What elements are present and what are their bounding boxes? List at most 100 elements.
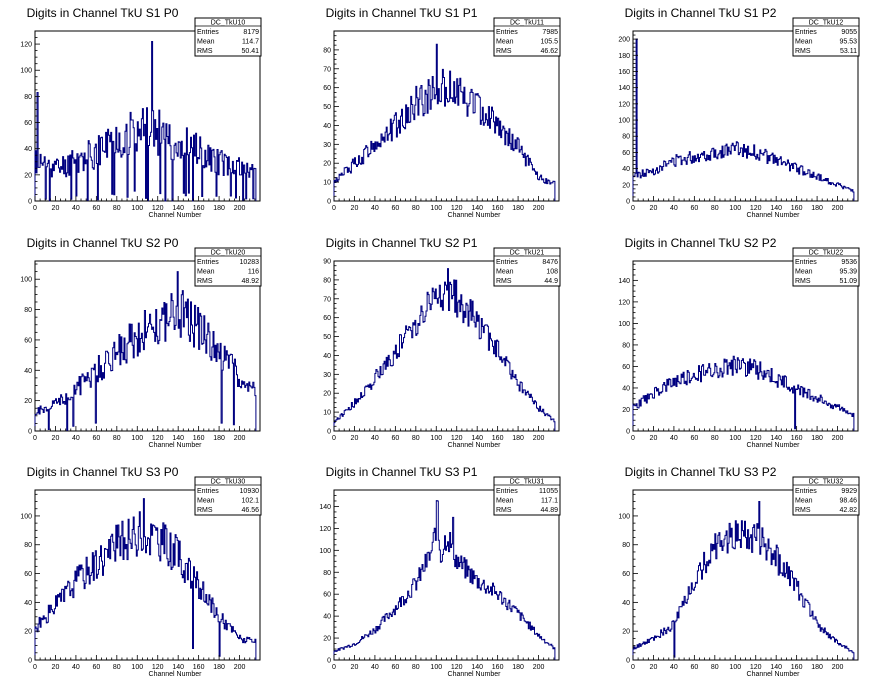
x-tick-label: 180 [512, 664, 524, 671]
x-tick-label: 180 [213, 435, 225, 442]
stats-box: DC_TkU11 Entries 7985 Mean 105.5 RMS 46.62 [493, 17, 561, 57]
stats-value: 50.41 [241, 48, 259, 55]
x-tick-label: 160 [791, 205, 803, 212]
x-tick-label: 180 [213, 205, 225, 212]
histogram-panel: Digits in Channel TkU S3 P0 0 20 40 60 80 100 1… [20, 465, 262, 678]
x-tick-label: 0 [33, 664, 37, 671]
stats-box: DC_TkU32 Entries 9929 Mean 98.46 RMS 42.82 [792, 476, 860, 516]
stats-label: Entries [795, 488, 817, 495]
histogram-line [632, 501, 855, 660]
y-tick-label: 80 [323, 570, 331, 577]
stats-value: 51.09 [839, 278, 857, 285]
x-tick-label: 100 [430, 435, 442, 442]
x-tick-label: 80 [711, 205, 719, 212]
y-tick-label: 0 [626, 429, 630, 436]
stats-value: 53.11 [840, 48, 857, 55]
y-tick-label: 80 [323, 47, 331, 54]
stats-value: 105.5 [540, 39, 558, 46]
x-tick-label: 160 [492, 205, 504, 212]
stats-label: RMS [496, 507, 512, 514]
x-tick-label: 160 [193, 205, 205, 212]
x-tick-label: 20 [52, 664, 60, 671]
x-tick-label: 80 [412, 435, 420, 442]
x-tick-label: 60 [92, 664, 100, 671]
histogram-title: Digits in Channel TkU S3 P2 [625, 465, 777, 479]
stats-value: 9536 [841, 259, 857, 266]
y-tick-label: 50 [323, 104, 331, 111]
stats-value: 108 [546, 269, 558, 276]
histogram-panel: Digits in Channel TkU S1 P0 0 20 40 60 80 100 1… [20, 6, 262, 219]
stats-name: DC_TkU22 [809, 250, 844, 257]
stats-box: DC_TkU10 Entries 8179 Mean 114.7 RMS 50.41 [194, 17, 262, 57]
stats-label: Mean [795, 39, 813, 46]
stats-value: 114.7 [242, 39, 259, 46]
y-tick-label: 120 [618, 101, 630, 108]
x-tick-label: 180 [512, 435, 524, 442]
histogram-title: Digits in Channel TkU S1 P0 [27, 6, 179, 20]
x-tick-label: 140 [471, 664, 483, 671]
x-tick-label: 120 [750, 205, 762, 212]
x-axis-label: Channel Number [747, 671, 801, 678]
stats-label: Mean [496, 269, 514, 276]
stats-label: Mean [496, 39, 514, 46]
y-tick-label: 0 [28, 658, 32, 665]
y-tick-label: 0 [626, 199, 630, 206]
stats-box: DC_TkU30 Entries 10930 Mean 102.1 RMS 46.56 [194, 476, 262, 516]
x-tick-label: 120 [750, 664, 762, 671]
y-tick-label: 20 [24, 398, 32, 405]
x-tick-label: 80 [711, 435, 719, 442]
y-tick-label: 20 [24, 629, 32, 636]
stats-label: Mean [795, 269, 813, 276]
y-tick-label: 30 [323, 142, 331, 149]
stats-value: 8476 [542, 259, 558, 266]
x-tick-label: 120 [451, 664, 463, 671]
stats-box: DC_TkU31 Entries 11055 Mean 117.1 RMS 44.89 [493, 476, 561, 516]
y-tick-label: 100 [20, 68, 32, 75]
histogram-panel: Digits in Channel TkU S2 P2 0 20 40 60 80 100 1… [618, 236, 860, 449]
histogram-line [333, 268, 556, 431]
y-tick-label: 200 [618, 37, 630, 44]
y-tick-label: 40 [622, 385, 630, 392]
stats-label: Mean [197, 39, 215, 46]
x-tick-label: 120 [750, 435, 762, 442]
y-tick-label: 30 [323, 372, 331, 379]
y-tick-label: 100 [20, 513, 32, 520]
x-tick-label: 40 [670, 435, 678, 442]
stats-value: 8179 [243, 29, 259, 36]
stats-label: RMS [496, 48, 512, 55]
x-tick-label: 0 [631, 664, 635, 671]
x-tick-label: 40 [72, 205, 80, 212]
stats-value: 95.53 [839, 39, 857, 46]
x-tick-label: 60 [391, 205, 399, 212]
y-tick-label: 20 [622, 629, 630, 636]
x-tick-label: 180 [811, 435, 823, 442]
stats-value: 9055 [841, 29, 857, 36]
x-tick-label: 0 [33, 435, 37, 442]
x-axis-label: Channel Number [747, 442, 801, 449]
x-tick-label: 80 [113, 435, 121, 442]
y-tick-label: 40 [622, 166, 630, 173]
stats-value: 11055 [539, 488, 558, 495]
y-tick-label: 20 [622, 407, 630, 414]
x-tick-label: 0 [631, 435, 635, 442]
y-tick-label: 60 [24, 120, 32, 127]
x-tick-label: 160 [193, 435, 205, 442]
y-tick-label: 100 [618, 513, 630, 520]
x-tick-label: 180 [811, 664, 823, 671]
y-tick-label: 40 [323, 614, 331, 621]
stats-value: 48.92 [241, 278, 259, 285]
x-tick-label: 200 [832, 205, 844, 212]
x-tick-label: 200 [832, 664, 844, 671]
x-tick-label: 0 [332, 205, 336, 212]
y-tick-label: 20 [24, 172, 32, 179]
stats-name: DC_TkU12 [809, 20, 844, 27]
x-tick-label: 20 [52, 435, 60, 442]
y-tick-label: 140 [618, 85, 630, 92]
x-tick-label: 20 [52, 205, 60, 212]
x-tick-label: 20 [351, 435, 359, 442]
x-tick-label: 100 [729, 664, 741, 671]
x-tick-label: 40 [72, 435, 80, 442]
y-tick-label: 40 [24, 600, 32, 607]
y-tick-label: 140 [618, 278, 630, 285]
histogram-title: Digits in Channel TkU S1 P1 [326, 6, 478, 20]
